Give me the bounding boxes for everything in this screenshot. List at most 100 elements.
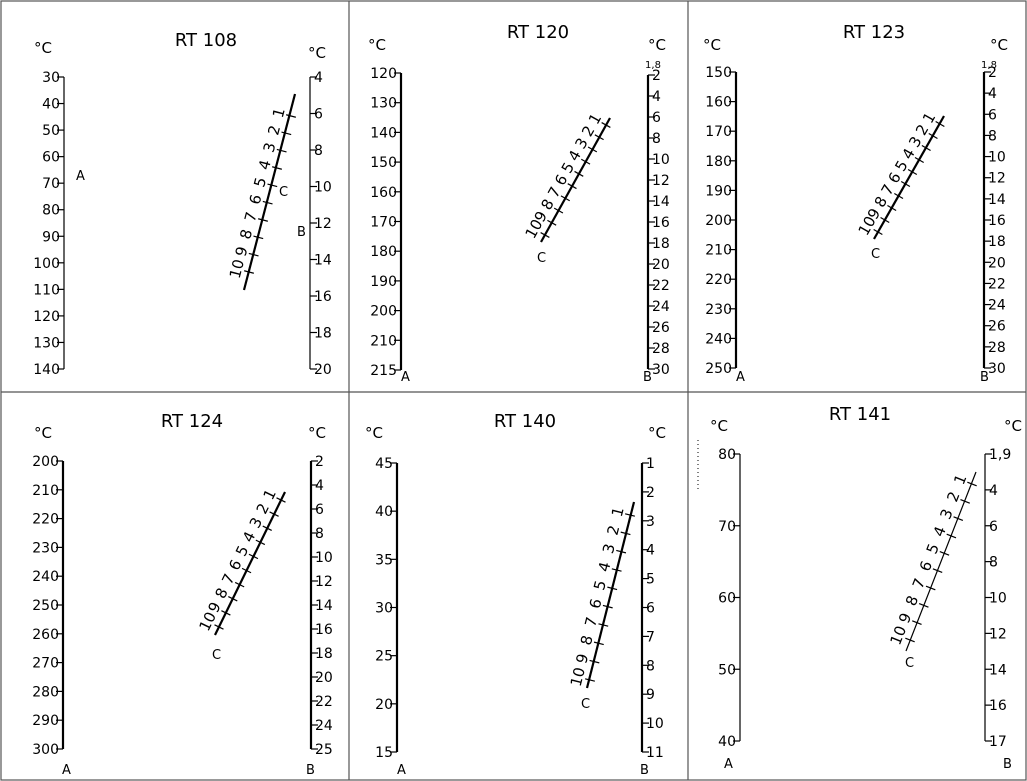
scale-a-tick-label: 270 <box>32 656 59 672</box>
scale-a-tick-label: 60 <box>718 591 736 607</box>
scale-c-tick <box>272 166 282 170</box>
scale-c-tick <box>581 158 591 165</box>
scale-b: 4 6 8 10 12 14 16 18 20 B <box>297 70 332 378</box>
scale-b-tick-label: 8 <box>988 128 997 144</box>
scale-c-axis <box>242 93 297 291</box>
scale-a-tick-label: 110 <box>33 282 60 298</box>
scale-a-tick-label: 50 <box>718 662 736 678</box>
scale-c-tick <box>918 602 929 608</box>
scale-a-tick-label: 40 <box>42 97 60 113</box>
scale-b-tick-label: 3 <box>646 514 655 530</box>
scale-b-extra-label: 1,8 <box>981 60 997 71</box>
scale-b-tick-label: 20 <box>314 362 332 378</box>
scale-c-letter: C <box>871 247 880 262</box>
scale-b-tick-label: 2 <box>652 68 661 84</box>
scale-b-tick-label: 10 <box>646 716 664 732</box>
scale-c-tick <box>921 145 931 151</box>
scale-a-tick-label: 180 <box>705 154 732 170</box>
scale-c-tick-label: 8 <box>577 633 597 647</box>
scale-c-tick-label: 7 <box>241 210 261 224</box>
scale-c-tick-label: 1 <box>260 486 280 502</box>
scale-b-tick-label: 28 <box>988 340 1006 356</box>
scale-c-tick-label: 3 <box>599 542 619 556</box>
scale-c-tick-label: 4 <box>255 158 275 172</box>
scale-c-tick-label: 1 <box>950 472 970 487</box>
scale-c-tick <box>262 525 272 531</box>
scale-c-tick <box>935 121 945 127</box>
scale-c-tick <box>905 637 915 643</box>
scale-a: 30 40 50 60 70 80 90 100 110 120 130 140 A <box>33 70 85 378</box>
scale-a-tick-label: 250 <box>32 598 59 614</box>
scale-b-letter: B <box>640 763 649 778</box>
scale-b-tick-label: 30 <box>988 361 1006 377</box>
scale-a-tick-label: 210 <box>32 483 59 499</box>
scale-b-tick-label: 16 <box>989 698 1007 714</box>
scale-c-tick-label: 6 <box>916 558 936 573</box>
scale-c-tick <box>221 610 231 616</box>
scale-b-tick-label: 10 <box>988 150 1006 166</box>
scale-c-letter: C <box>905 656 914 671</box>
unit-label-right: °C <box>308 44 326 62</box>
scale-c-tick <box>946 533 957 539</box>
scale-c-tick-label: 10 <box>886 623 910 647</box>
scale-c-tick <box>598 623 609 627</box>
scale-a-letter: A <box>397 763 406 778</box>
scale-c-tick <box>540 232 550 238</box>
scale-b-tick-label: 16 <box>315 622 333 638</box>
scale-b-tick-label: 18 <box>315 646 333 662</box>
unit-label-right: °C <box>648 424 666 442</box>
panel-title: RT 124 <box>161 411 223 432</box>
unit-label-left: °C <box>34 424 52 442</box>
scale-b-tick-label: 12 <box>315 574 333 590</box>
scale-b-tick-label: 10 <box>989 591 1007 607</box>
scale-c-tick <box>607 586 618 591</box>
scale-c-tick-label: 2 <box>604 523 624 537</box>
scale-a-tick-label: 180 <box>370 244 397 260</box>
scale-c-tick-label: 6 <box>225 557 245 573</box>
scale-a-tick-label: 35 <box>375 552 393 568</box>
scale-c-tick <box>574 170 584 177</box>
scale-c-tick <box>912 620 922 626</box>
scale-c-tick <box>567 183 577 190</box>
scale-c-tick-label: 9 <box>895 610 915 625</box>
scale-a-tick-label: 240 <box>32 569 59 585</box>
scale-b-tick-label: 12 <box>652 173 670 189</box>
scale-b-tick-label: 12 <box>988 171 1006 187</box>
scale-b-tick-label: 6 <box>988 107 997 123</box>
scale-c-tick-label: 4 <box>595 560 615 574</box>
scale-c-tick <box>253 235 264 240</box>
scale-a-tick-label: 40 <box>375 504 393 520</box>
scale-b-tick-label: 8 <box>315 526 324 542</box>
scale-b-tick-label: 14 <box>314 253 332 269</box>
scale-b-tick-label: 10 <box>315 550 333 566</box>
scale-a-tick-label: 210 <box>705 243 732 259</box>
unit-label-left: °C <box>34 39 52 57</box>
scale-c-tick <box>873 229 883 235</box>
scale-c-tick <box>248 252 259 257</box>
scale-a-tick-label: 150 <box>370 155 397 171</box>
scale-a-tick-label: 210 <box>370 333 397 349</box>
scale-a-tick-label: 300 <box>32 742 59 758</box>
scale-b-tick-label: 8 <box>646 658 655 674</box>
scale-a: 150 160 170 180 190 200 210 220 230 240 250 A <box>705 65 745 385</box>
scale-b-tick-label: 10 <box>652 152 670 168</box>
scale-c-tick <box>276 497 286 503</box>
scale-c-tick <box>214 624 224 630</box>
scale-a-tick-label: 20 <box>375 697 393 713</box>
scale-b-tick-label: 12 <box>989 626 1007 642</box>
scale-b-tick-label: 20 <box>315 670 333 686</box>
unit-label-left: °C <box>365 424 383 442</box>
scale-a-tick-label: 80 <box>42 203 60 219</box>
scale-a-tick-label: 150 <box>705 65 732 81</box>
scale-b-tick-label: 8 <box>989 555 998 571</box>
scale-c-tick-label: 7 <box>581 615 601 629</box>
scale-c-tick <box>880 217 890 223</box>
scale-a-tick-label: 215 <box>370 363 397 379</box>
scale-c-tick <box>234 581 245 588</box>
scale-c-tick-label: 8 <box>236 227 256 241</box>
unit-label-left: °C <box>368 36 386 54</box>
panel-title: RT 141 <box>829 404 891 425</box>
